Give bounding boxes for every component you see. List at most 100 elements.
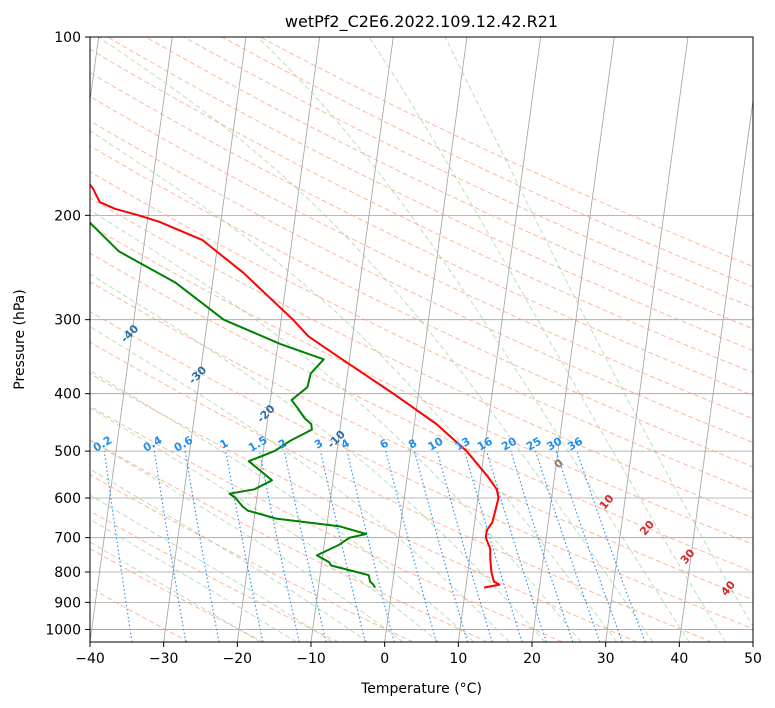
moist-adiabat-label: 10 [597, 492, 617, 512]
y-tick-label: 900 [54, 595, 81, 611]
background-lines [90, 37, 753, 642]
dry-adiabat-line [145, 37, 753, 330]
y-tick-label: 1000 [45, 622, 81, 638]
moist-adiabat-label: 0 [551, 456, 566, 470]
isotherm-line [531, 37, 615, 642]
dry-adiabat-line [90, 587, 190, 642]
moist-adiabat-label: 30 [678, 546, 698, 566]
mixing-ratio-line [555, 450, 623, 642]
y-tick-label: 200 [54, 208, 81, 224]
moist-adiabat-line [368, 37, 727, 642]
isotherm-line [457, 37, 542, 642]
dry-adiabat-line [90, 120, 753, 444]
mixing-ratio-label: 25 [524, 435, 544, 454]
dry-adiabat-line [90, 405, 563, 642]
y-axis-label: Pressure (hPa) [12, 289, 28, 389]
dry-adiabat-label: -60 [0, 239, 6, 262]
mixing-ratio-line [184, 451, 220, 642]
chart-title: wetPf2_C2E6.2022.109.12.42.R21 [285, 12, 558, 32]
mixing-ratio-line [103, 451, 133, 642]
mixing-ratio-line [346, 450, 395, 642]
moist-adiabat-line [444, 37, 753, 628]
dry-adiabat-line [90, 95, 753, 420]
isotherm-line [90, 37, 173, 642]
mixing-ratio-line [464, 450, 523, 642]
moist-adiabat-line [98, 37, 654, 642]
dry-adiabat-labels: -100-90-80-70-60-50-40-30-20-10 [0, 239, 348, 451]
dry-adiabat-label: -30 [186, 363, 209, 386]
dry-adiabat-line [90, 281, 753, 601]
moist-adiabat-line [256, 37, 690, 642]
y-tick-label: 500 [54, 444, 81, 460]
y-tick-label: 700 [54, 531, 81, 547]
plot-frame [89, 36, 754, 643]
mixing-ratio-label: 1 [217, 437, 230, 452]
mixing-ratio-line [576, 450, 646, 642]
mixing-ratio-label: 16 [475, 434, 495, 453]
x-tick-label: −40 [75, 651, 105, 667]
isotherm-line [605, 37, 689, 642]
isotherm-line [236, 37, 321, 642]
mixing-ratio-line [283, 450, 327, 642]
moist-adiabat-line [90, 518, 297, 642]
dry-adiabat-label: -50 [50, 282, 73, 305]
dry-adiabat-label: -40 [118, 322, 141, 345]
dry-adiabat-line [90, 145, 753, 468]
dry-adiabat-line [90, 373, 638, 642]
mixing-ratio-line [319, 450, 366, 642]
moist-adiabat-label: 40 [718, 578, 738, 598]
dry-adiabat-line [90, 224, 753, 545]
sounding-profiles [90, 183, 501, 589]
dry-adiabat-line [90, 341, 712, 642]
dewpoint-line [90, 221, 376, 589]
isotherm-line [163, 37, 247, 642]
dry-adiabat-line [259, 37, 753, 268]
x-tick-label: 50 [744, 651, 762, 667]
y-tick-label: 800 [54, 565, 81, 581]
dry-adiabat-line [90, 510, 339, 642]
y-tick-label: 600 [54, 491, 81, 507]
mixing-ratio-label: 3 [312, 437, 325, 452]
mixing-ratio-line [535, 450, 601, 642]
x-tick-label: −10 [296, 651, 326, 667]
moist-adiabat-line [90, 541, 261, 642]
isotherm-line [678, 97, 753, 642]
y-tick-label: 400 [54, 387, 81, 403]
mixing-ratio-line [258, 450, 300, 642]
dry-adiabat-line [90, 171, 753, 493]
mixing-ratio-line [225, 451, 264, 642]
moist-adiabat-line [90, 130, 618, 642]
dry-adiabat-line [90, 474, 414, 642]
dry-adiabat-line [90, 71, 753, 396]
moist-adiabat-line [90, 209, 582, 642]
dry-adiabat-line [107, 37, 753, 352]
dry-adiabat-line [90, 48, 753, 374]
x-tick-label: 40 [670, 651, 688, 667]
moist-adiabat-line [90, 468, 368, 642]
temperature-line [90, 183, 501, 589]
x-tick-label: 0 [380, 651, 389, 667]
y-axis-ticks: 100 200 300 400 500 600 700 800 900 1000 [45, 30, 90, 638]
isotherm-line [752, 639, 753, 642]
mixing-ratio-line [486, 450, 547, 642]
moist-adiabat-line [90, 326, 510, 642]
dry-adiabat-line [90, 252, 753, 573]
mixing-ratio-label: 6 [378, 436, 391, 451]
y-tick-label: 300 [54, 313, 81, 329]
x-tick-label: 20 [523, 651, 541, 667]
mixing-ratio-line [385, 450, 437, 642]
mixing-ratio-line [510, 450, 574, 642]
x-tick-label: 10 [449, 651, 467, 667]
dry-adiabat-line [183, 37, 753, 309]
x-tick-label: −30 [149, 651, 179, 667]
x-axis-label: Temperature (°C) [360, 681, 482, 697]
moist-adiabat-label: 20 [637, 518, 657, 538]
moist-adiabat-line [90, 407, 439, 642]
isotherm-line [90, 37, 100, 104]
dry-adiabat-label: -20 [254, 402, 277, 425]
x-axis-ticks: −40 −30 −20 −10 0 10 20 30 40 50 [75, 642, 762, 667]
dry-adiabat-line [90, 548, 264, 642]
moist-adiabat-line [90, 369, 475, 642]
mixing-ratio-line [436, 450, 493, 642]
